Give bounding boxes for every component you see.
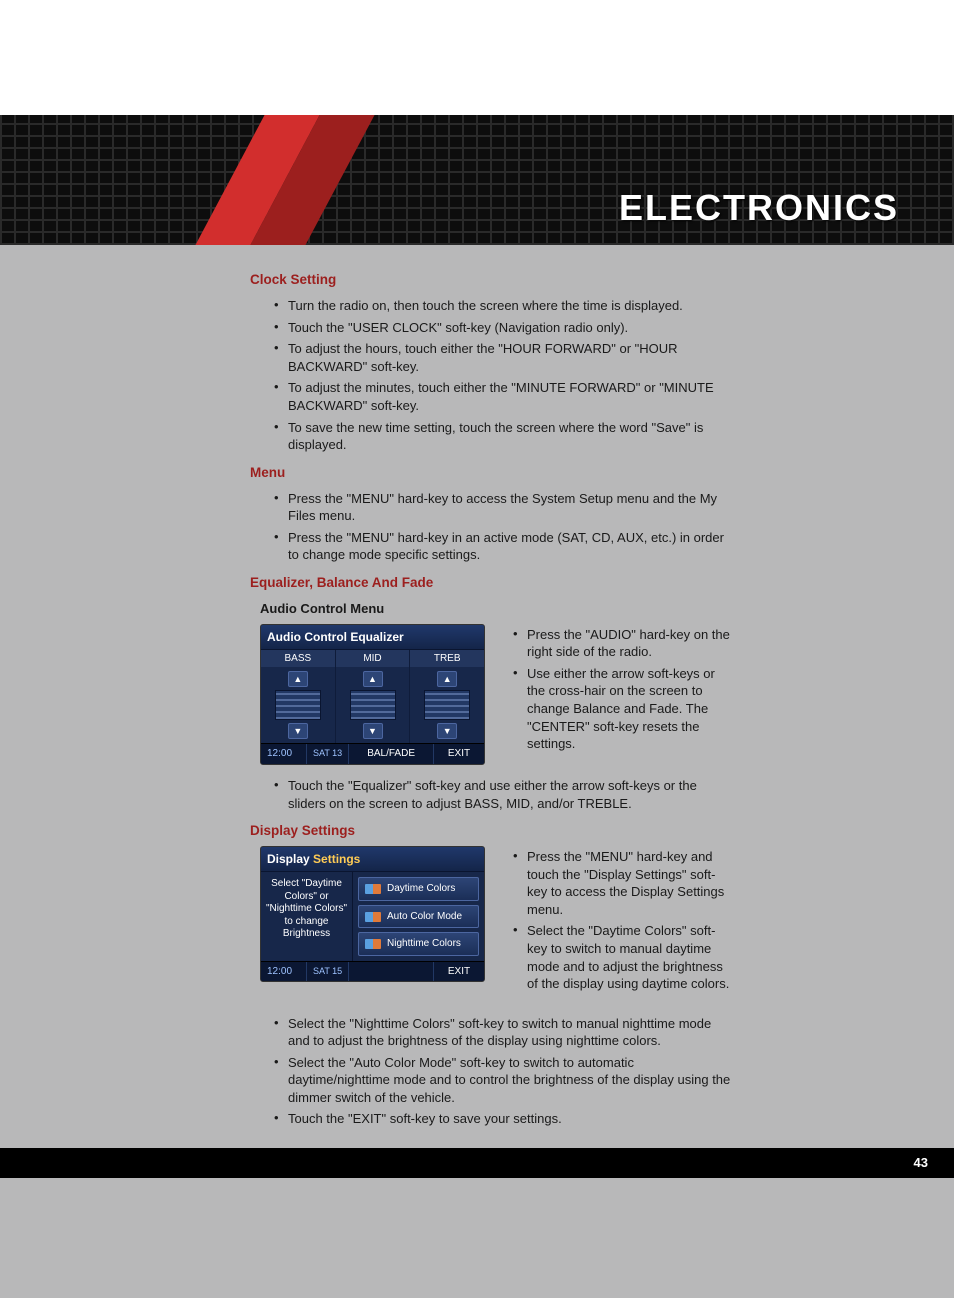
bullet: Turn the radio on, then touch the screen… (276, 295, 734, 317)
eq-col-bass: ▲ ▼ (261, 667, 336, 743)
color-mode-icon (365, 912, 381, 922)
heading-display-settings: Display Settings (250, 822, 734, 840)
bullet: Select the "Nighttime Colors" soft-key t… (276, 1013, 734, 1052)
button-label: Auto Color Mode (387, 910, 462, 924)
content: Clock Setting Turn the radio on, then to… (0, 245, 954, 1148)
page-number: 43 (914, 1155, 928, 1170)
nighttime-colors-button[interactable]: Nighttime Colors (358, 932, 479, 956)
color-mode-icon (365, 884, 381, 894)
bullet: Touch the "USER CLOCK" soft-key (Navigat… (276, 317, 734, 339)
header-band: ELECTRONICS (0, 115, 954, 245)
heading-clock-setting: Clock Setting (250, 271, 734, 289)
clock-readout: 12:00 (261, 744, 307, 764)
eq-label-bass: BASS (261, 650, 336, 668)
menu-bullets: Press the "MENU" hard-key to access the … (276, 488, 734, 566)
clock-readout: 12:00 (261, 962, 307, 982)
red-slash-logo-icon (230, 115, 390, 245)
eq-col-treb: ▲ ▼ (410, 667, 484, 743)
sat-indicator: SAT 15 (307, 962, 349, 982)
eq-slider[interactable] (350, 690, 396, 720)
page: ELECTRONICS Clock Setting Turn the radio… (0, 0, 954, 1298)
balfade-button[interactable]: BAL/FADE (349, 744, 434, 764)
display-two-col: Display Settings Select "Daytime Colors"… (260, 846, 734, 1002)
auto-color-mode-button[interactable]: Auto Color Mode (358, 905, 479, 929)
button-label: Daytime Colors (387, 882, 455, 896)
subhead-audio-control: Audio Control Menu (260, 600, 734, 618)
arrow-up-icon[interactable]: ▲ (437, 671, 457, 687)
bullet: Press the "MENU" hard-key in an active m… (276, 527, 734, 566)
bullet: To save the new time setting, touch the … (276, 417, 734, 456)
bullet: Select the "Daytime Colors" soft-key to … (515, 920, 734, 994)
exit-button[interactable]: EXIT (434, 962, 484, 982)
page-title: ELECTRONICS (619, 187, 899, 229)
title-part-a: Display (267, 852, 310, 866)
eq-row: ▲ ▼ ▲ ▼ ▲ ▼ (261, 667, 484, 743)
bullet: Use either the arrow soft-keys or the cr… (515, 663, 734, 755)
arrow-down-icon[interactable]: ▼ (437, 723, 457, 739)
eq-slider[interactable] (275, 690, 321, 720)
instruction-text: Select "Daytime Colors" or "Nighttime Co… (261, 872, 353, 961)
eq-side-text: Press the "AUDIO" hard-key on the right … (505, 624, 734, 763)
eq-slider[interactable] (424, 690, 470, 720)
screenshot-footer: 12:00 SAT 15 EXIT (261, 961, 484, 982)
clock-bullets: Turn the radio on, then touch the screen… (276, 295, 734, 455)
display-settings-screenshot: Display Settings Select "Daytime Colors"… (260, 846, 485, 982)
screenshot-body: BASS MID TREB ▲ ▼ ▲ ▼ (261, 650, 484, 744)
bullet: Press the "AUDIO" hard-key on the right … (515, 624, 734, 663)
title-part-b: Settings (310, 852, 361, 866)
eq-col-mid: ▲ ▼ (336, 667, 411, 743)
heading-menu: Menu (250, 464, 734, 482)
bullet: Touch the "EXIT" soft-key to save your s… (276, 1108, 734, 1130)
bullet: Press the "MENU" hard-key and touch the … (515, 846, 734, 920)
eq-label-mid: MID (336, 650, 411, 668)
eq-labels: BASS MID TREB (261, 650, 484, 668)
screenshot-footer: 12:00 SAT 13 BAL/FADE EXIT (261, 743, 484, 764)
screenshot-body: Select "Daytime Colors" or "Nighttime Co… (261, 872, 484, 961)
exit-button[interactable]: EXIT (434, 744, 484, 764)
heading-equalizer: Equalizer, Balance And Fade (250, 574, 734, 592)
footer-spacer (349, 962, 434, 982)
audio-control-screenshot: Audio Control Equalizer BASS MID TREB ▲ … (260, 624, 485, 765)
arrow-up-icon[interactable]: ▲ (363, 671, 383, 687)
footer-band: 43 (0, 1148, 954, 1178)
display-side-text: Press the "MENU" hard-key and touch the … (505, 846, 734, 1002)
screenshot-title: Audio Control Equalizer (261, 625, 484, 650)
bullet: To adjust the minutes, touch either the … (276, 377, 734, 416)
bullet: Press the "MENU" hard-key to access the … (276, 488, 734, 527)
bullet: To adjust the hours, touch either the "H… (276, 338, 734, 377)
arrow-down-icon[interactable]: ▼ (363, 723, 383, 739)
arrow-down-icon[interactable]: ▼ (288, 723, 308, 739)
arrow-up-icon[interactable]: ▲ (288, 671, 308, 687)
color-mode-icon (365, 939, 381, 949)
bullet: Touch the "Equalizer" soft-key and use e… (276, 775, 734, 814)
bullet: Select the "Auto Color Mode" soft-key to… (276, 1052, 734, 1109)
eq-label-treb: TREB (410, 650, 484, 668)
button-label: Nighttime Colors (387, 937, 461, 951)
display-below-bullets: Select the "Nighttime Colors" soft-key t… (276, 1013, 734, 1130)
screenshot-title: Display Settings (261, 847, 484, 872)
eq-two-col: Audio Control Equalizer BASS MID TREB ▲ … (260, 624, 734, 765)
top-margin (0, 0, 954, 115)
daytime-colors-button[interactable]: Daytime Colors (358, 877, 479, 901)
display-buttons: Daytime Colors Auto Color Mode Nighttime… (353, 872, 484, 961)
sat-indicator: SAT 13 (307, 744, 349, 764)
eq-below-bullets: Touch the "Equalizer" soft-key and use e… (276, 775, 734, 814)
